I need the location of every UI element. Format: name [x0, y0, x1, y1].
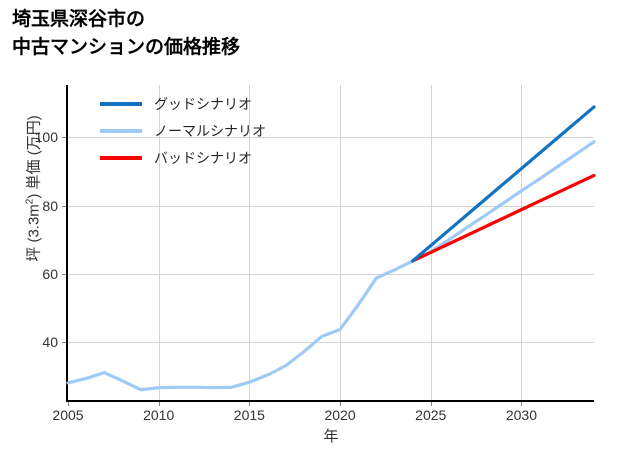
x-axis-tick-label: 2020 [324, 407, 356, 423]
x-axis-tick-label: 2025 [415, 407, 447, 423]
legend-item-label: バッドシナリオ [154, 149, 252, 166]
x-axis-tick-mark [340, 401, 342, 406]
y-axis-tick-label: 60 [42, 266, 58, 282]
y-axis-tick-mark [62, 205, 67, 207]
x-axis-tick-label: 2030 [505, 407, 538, 423]
x-axis-tick-mark [521, 401, 523, 406]
legend-item-label: グッドシナリオ [154, 95, 252, 112]
x-axis-tick-mark [430, 401, 432, 406]
gridline-horizontal [68, 274, 594, 275]
gridline-vertical [158, 85, 160, 400]
data-series-layer [66, 105, 596, 392]
legend-item[interactable]: ノーマルシナリオ [100, 117, 330, 144]
gridline-vertical [521, 85, 523, 400]
y-axis-tick-label: 100 [34, 129, 58, 146]
x-axis-tick-label: 2005 [52, 407, 84, 423]
y-axis-spine [66, 85, 68, 401]
legend-color-swatch [100, 155, 142, 160]
y-axis-tick-label: 80 [42, 197, 58, 214]
gridline-horizontal [68, 205, 594, 207]
series-line [411, 105, 596, 263]
legend-color-swatch [100, 101, 142, 106]
series-line [66, 140, 596, 392]
gridline-horizontal [68, 342, 594, 344]
x-axis-label: 年 [323, 428, 339, 445]
series-line [411, 173, 596, 263]
chart-title: 埼玉県深谷市の 中古マンションの価格推移 [12, 9, 241, 58]
x-axis-tick-label: 2015 [233, 407, 265, 423]
chart-legend: グッドシナリオ ノーマルシナリオ バッドシナリオ [100, 90, 330, 171]
x-axis-tick-mark [249, 401, 251, 406]
y-axis-tick-mark [62, 342, 67, 344]
y-axis-tick-mark [62, 137, 67, 139]
x-axis-tick-mark [68, 401, 69, 406]
y-axis-label: 坪 (3.3m2) 単価 (万円) [24, 115, 43, 262]
x-axis-tick-label: 2010 [143, 407, 175, 423]
gridline-vertical [340, 85, 342, 400]
y-axis-tick-label: 40 [42, 334, 58, 351]
legend-color-swatch [100, 128, 142, 133]
x-axis-spine [66, 400, 594, 402]
gridline-horizontal [68, 137, 594, 139]
plot-area: 40 60 80 100 2005 2010 2015 2020 2025 2030 [35, 85, 596, 423]
gridline-vertical [430, 85, 432, 400]
y-axis-tick-mark [62, 274, 67, 275]
gridline-vertical [249, 85, 251, 400]
x-axis-tick-mark [158, 401, 160, 406]
legend-item[interactable]: グッドシナリオ [100, 90, 330, 117]
legend-item-label: ノーマルシナリオ [154, 122, 266, 139]
legend-item[interactable]: バッドシナリオ [100, 144, 330, 171]
